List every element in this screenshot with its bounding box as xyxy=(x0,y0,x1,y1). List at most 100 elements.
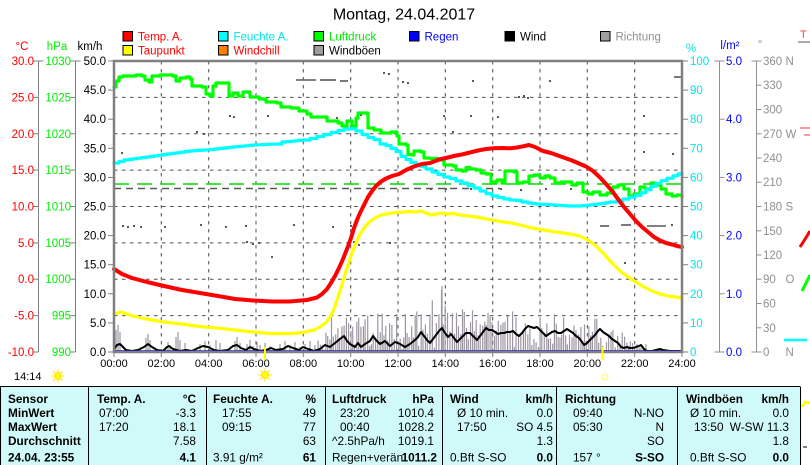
svg-text:S: S xyxy=(786,202,794,214)
svg-text:120: 120 xyxy=(763,250,782,262)
svg-text:0.0: 0.0 xyxy=(537,406,554,420)
svg-text:70: 70 xyxy=(690,143,703,155)
svg-text:24.04. 23:55: 24.04. 23:55 xyxy=(8,451,75,465)
svg-text:km/h: km/h xyxy=(525,392,553,406)
svg-text:80: 80 xyxy=(690,114,703,126)
svg-text:50.0: 50.0 xyxy=(84,56,106,68)
svg-text:1030: 1030 xyxy=(45,56,71,68)
svg-text:63: 63 xyxy=(303,434,317,448)
svg-text:1015: 1015 xyxy=(45,165,71,177)
svg-text:0.0: 0.0 xyxy=(537,451,554,465)
svg-text:1010: 1010 xyxy=(45,202,71,214)
svg-text:35.0: 35.0 xyxy=(84,143,106,155)
svg-text:5.0: 5.0 xyxy=(726,56,742,68)
svg-text:45.0: 45.0 xyxy=(84,85,106,97)
svg-text:Ø 10 min.: Ø 10 min. xyxy=(690,406,741,420)
svg-text:10:00: 10:00 xyxy=(337,358,365,370)
svg-text:Richtung: Richtung xyxy=(565,392,616,406)
svg-text:04:00: 04:00 xyxy=(195,358,223,370)
svg-text:-3.3: -3.3 xyxy=(176,406,197,420)
svg-text:hPa: hPa xyxy=(47,41,68,53)
svg-text:300: 300 xyxy=(763,105,782,117)
svg-text:10.0: 10.0 xyxy=(84,289,106,301)
svg-text:40: 40 xyxy=(690,231,703,243)
svg-text:0.0: 0.0 xyxy=(90,347,106,359)
svg-text:Windböen: Windböen xyxy=(329,46,381,58)
svg-text:60: 60 xyxy=(690,172,703,184)
svg-text:22:00: 22:00 xyxy=(621,358,649,370)
svg-text:77: 77 xyxy=(303,420,316,434)
svg-text:-10.0: -10.0 xyxy=(8,347,34,359)
svg-text:18.1: 18.1 xyxy=(173,420,196,434)
svg-text:0.Bft S-SO: 0.Bft S-SO xyxy=(690,451,746,465)
svg-text:Luftdruck: Luftdruck xyxy=(332,392,387,406)
svg-text:km/h: km/h xyxy=(761,392,789,406)
svg-text:%: % xyxy=(686,43,696,55)
svg-text:06:00: 06:00 xyxy=(242,358,270,370)
svg-text:1000: 1000 xyxy=(45,274,71,286)
svg-text:Taupunkt: Taupunkt xyxy=(138,46,185,58)
svg-text:7.58: 7.58 xyxy=(173,434,196,448)
svg-text:20:00: 20:00 xyxy=(574,358,602,370)
svg-text:T: T xyxy=(800,29,807,41)
svg-text:20: 20 xyxy=(690,289,703,301)
svg-text:%: % xyxy=(306,392,317,406)
svg-text:0.0: 0.0 xyxy=(726,347,742,359)
svg-text:°: ° xyxy=(758,39,763,51)
svg-text:210: 210 xyxy=(763,177,782,189)
svg-text:W: W xyxy=(786,129,797,141)
svg-text:°C: °C xyxy=(16,41,29,53)
svg-text:100: 100 xyxy=(690,56,709,68)
svg-text:Windböen: Windböen xyxy=(686,392,743,406)
svg-text:W-SW 11.3: W-SW 11.3 xyxy=(730,420,790,434)
svg-text:90: 90 xyxy=(690,85,703,97)
svg-text:14:14: 14:14 xyxy=(14,371,42,383)
svg-text:49: 49 xyxy=(303,406,316,420)
svg-text:995: 995 xyxy=(52,311,71,323)
svg-text:17:20: 17:20 xyxy=(99,420,129,434)
svg-text:0: 0 xyxy=(690,347,696,359)
svg-text:60: 60 xyxy=(763,299,776,311)
svg-text:N: N xyxy=(655,420,664,434)
svg-text:Feuchte A.: Feuchte A. xyxy=(234,32,289,44)
svg-text:0.0: 0.0 xyxy=(18,274,34,286)
svg-text:05:30: 05:30 xyxy=(573,420,603,434)
svg-text:SO: SO xyxy=(647,434,664,448)
svg-text:17:55: 17:55 xyxy=(222,406,252,420)
svg-text:25.0: 25.0 xyxy=(12,92,34,104)
svg-text:08:00: 08:00 xyxy=(290,358,318,370)
svg-text:30.0: 30.0 xyxy=(84,172,106,184)
svg-text:90: 90 xyxy=(763,274,776,286)
svg-text:1005: 1005 xyxy=(45,238,71,250)
svg-text:-5.0: -5.0 xyxy=(14,311,34,323)
svg-text:Regen: Regen xyxy=(425,32,459,44)
svg-text:5.0: 5.0 xyxy=(90,318,106,330)
svg-text:16:00: 16:00 xyxy=(479,358,507,370)
svg-text:Windchill: Windchill xyxy=(234,46,280,58)
svg-text:30: 30 xyxy=(690,260,703,272)
svg-text:1.0: 1.0 xyxy=(726,289,742,301)
svg-text:61: 61 xyxy=(303,451,317,465)
svg-text:^2.5hPa/h: ^2.5hPa/h xyxy=(332,434,385,448)
svg-text:13:50: 13:50 xyxy=(694,420,724,434)
svg-text:17:50: 17:50 xyxy=(457,420,487,434)
svg-text:4.1: 4.1 xyxy=(180,451,197,465)
svg-text:330: 330 xyxy=(763,80,782,92)
svg-text:l/m²: l/m² xyxy=(720,40,739,52)
svg-text:1011.2: 1011.2 xyxy=(402,451,438,465)
svg-text:180: 180 xyxy=(763,202,782,214)
svg-text:09:15: 09:15 xyxy=(222,420,252,434)
svg-text:0: 0 xyxy=(763,347,769,359)
svg-text:10: 10 xyxy=(690,318,703,330)
svg-text:Temp. A.: Temp. A. xyxy=(97,392,146,406)
svg-text:Feuchte A.: Feuchte A. xyxy=(213,392,273,406)
svg-text:S-SO: S-SO xyxy=(635,451,664,465)
svg-text:3.0: 3.0 xyxy=(726,172,742,184)
svg-text:Richtung: Richtung xyxy=(616,32,661,44)
svg-text:km/h: km/h xyxy=(78,41,103,53)
svg-text:3.91 g/m²: 3.91 g/m² xyxy=(213,451,263,465)
svg-text:N: N xyxy=(786,56,794,68)
svg-text:Montag, 24.04.2017: Montag, 24.04.2017 xyxy=(333,7,475,24)
svg-text:23:20: 23:20 xyxy=(340,406,370,420)
svg-text:1028.2: 1028.2 xyxy=(398,420,434,434)
